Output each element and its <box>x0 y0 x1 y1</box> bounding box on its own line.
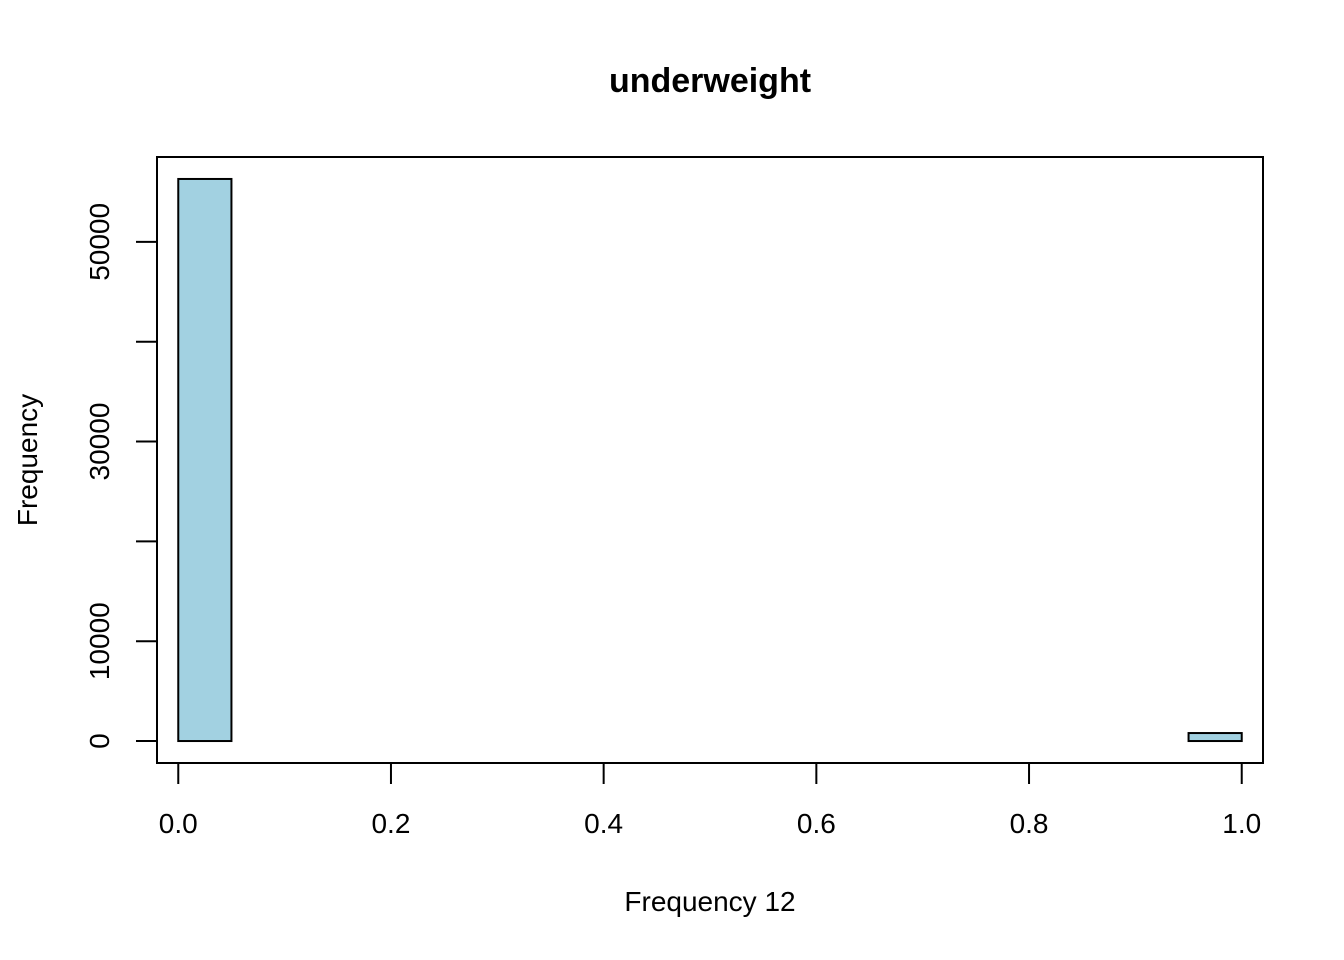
chart-title: underweight <box>609 62 811 100</box>
x-tick-label: 1.0 <box>1222 808 1261 839</box>
x-tick-label: 0.0 <box>159 808 198 839</box>
histogram-bar <box>1187 732 1243 743</box>
x-tick-label: 0.6 <box>797 808 836 839</box>
y-tick-label: 0 <box>84 733 115 749</box>
x-tick-label: 0.4 <box>584 808 623 839</box>
y-tick-label: 10000 <box>84 602 115 680</box>
y-tick-label: 30000 <box>84 403 115 481</box>
x-tick-label: 0.2 <box>371 808 410 839</box>
bars-group <box>177 177 1243 743</box>
y-tick-label: 50000 <box>84 203 115 281</box>
histogram-bar <box>177 177 233 743</box>
x-axis: 0.0 0.2 0.4 0.6 0.8 1.0 <box>159 762 1261 839</box>
x-tick-label: 0.8 <box>1010 808 1049 839</box>
x-axis-label: Frequency 12 <box>624 886 795 917</box>
y-axis-label: Frequency <box>12 394 43 526</box>
y-axis: 0 10000 30000 50000 <box>84 203 158 749</box>
